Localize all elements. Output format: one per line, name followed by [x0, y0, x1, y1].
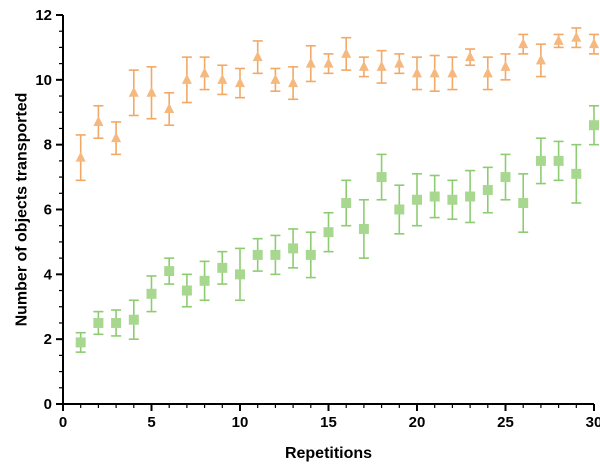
data-point-square — [482, 185, 493, 196]
y-tick-label: 0 — [44, 396, 52, 413]
y-tick-label: 2 — [44, 331, 52, 348]
data-point-square — [429, 191, 440, 202]
data-point-square — [75, 337, 86, 348]
data-point-square — [553, 155, 564, 166]
data-point-square — [93, 317, 104, 328]
data-point-square — [235, 269, 245, 280]
data-point-square — [111, 317, 122, 328]
error-bars — [75, 27, 599, 353]
data-point-square — [447, 194, 458, 205]
y-tick-label: 10 — [35, 72, 52, 89]
x-ticks: 0 5 10 15 20 25 30 — [59, 404, 600, 431]
data-point-square — [589, 120, 599, 131]
x-tick-label: 10 — [232, 414, 249, 431]
y-axis-title: Number of objects transported — [14, 93, 31, 327]
data-point-square — [376, 172, 387, 183]
data-point-triangle — [518, 38, 529, 49]
x-axis-title: Repetitions — [285, 445, 372, 462]
data-point-square — [412, 194, 422, 205]
data-point-triangle — [500, 60, 511, 71]
data-point-triangle — [376, 60, 387, 71]
x-tick-label: 0 — [59, 414, 67, 431]
y-tick-label: 8 — [44, 137, 52, 154]
markers — [75, 31, 599, 348]
data-point-triangle — [535, 54, 546, 65]
y-ticks: 0 2 4 6 8 10 12 — [35, 7, 63, 413]
data-point-triangle — [394, 57, 405, 68]
data-point-square — [146, 288, 157, 299]
data-point-triangle — [270, 73, 281, 84]
y-tick-label: 4 — [44, 266, 53, 283]
data-point-triangle — [111, 132, 122, 143]
data-point-triangle — [553, 34, 564, 45]
x-tick-label: 25 — [497, 414, 514, 431]
data-point-triangle — [358, 60, 369, 71]
data-point-square — [341, 198, 352, 209]
data-point-square — [181, 285, 192, 296]
y-tick-label: 12 — [35, 7, 52, 24]
data-point-square — [164, 266, 175, 277]
data-point-square — [571, 168, 582, 179]
data-point-triangle — [252, 51, 263, 62]
data-point-square — [394, 204, 405, 215]
data-point-triangle — [447, 67, 458, 78]
data-point-triangle — [571, 31, 582, 42]
data-point-square — [535, 155, 546, 166]
data-point-triangle — [235, 77, 245, 88]
data-point-triangle — [93, 115, 104, 126]
data-point-square — [270, 249, 281, 260]
data-point-square — [252, 249, 263, 260]
data-point-square — [128, 314, 139, 325]
x-tick-label: 5 — [147, 414, 155, 431]
y-tick-label: 6 — [44, 202, 52, 219]
data-point-triangle — [305, 57, 316, 68]
data-point-triangle — [164, 103, 175, 114]
x-tick-label: 15 — [320, 414, 337, 431]
data-point-square — [465, 191, 476, 202]
data-point-square — [305, 249, 316, 260]
data-point-square — [358, 223, 369, 234]
data-point-square — [217, 262, 228, 273]
data-point-triangle — [199, 67, 210, 78]
data-point-triangle — [217, 73, 228, 84]
data-point-triangle — [429, 67, 440, 78]
data-point-triangle — [341, 47, 352, 58]
data-point-triangle — [589, 38, 599, 49]
data-point-triangle — [75, 151, 86, 162]
x-tick-label: 20 — [409, 414, 426, 431]
data-point-square — [199, 275, 210, 286]
data-point-triangle — [181, 73, 192, 84]
data-point-square — [288, 243, 299, 254]
data-point-triangle — [288, 77, 299, 88]
data-point-square — [323, 227, 334, 238]
data-point-triangle — [482, 67, 493, 78]
data-point-square — [518, 198, 529, 209]
data-point-square — [500, 172, 511, 183]
data-point-triangle — [128, 86, 139, 97]
data-point-triangle — [465, 51, 476, 62]
data-point-triangle — [323, 57, 334, 68]
data-point-triangle — [146, 86, 157, 97]
x-tick-label: 30 — [586, 414, 600, 431]
data-point-triangle — [412, 67, 422, 78]
